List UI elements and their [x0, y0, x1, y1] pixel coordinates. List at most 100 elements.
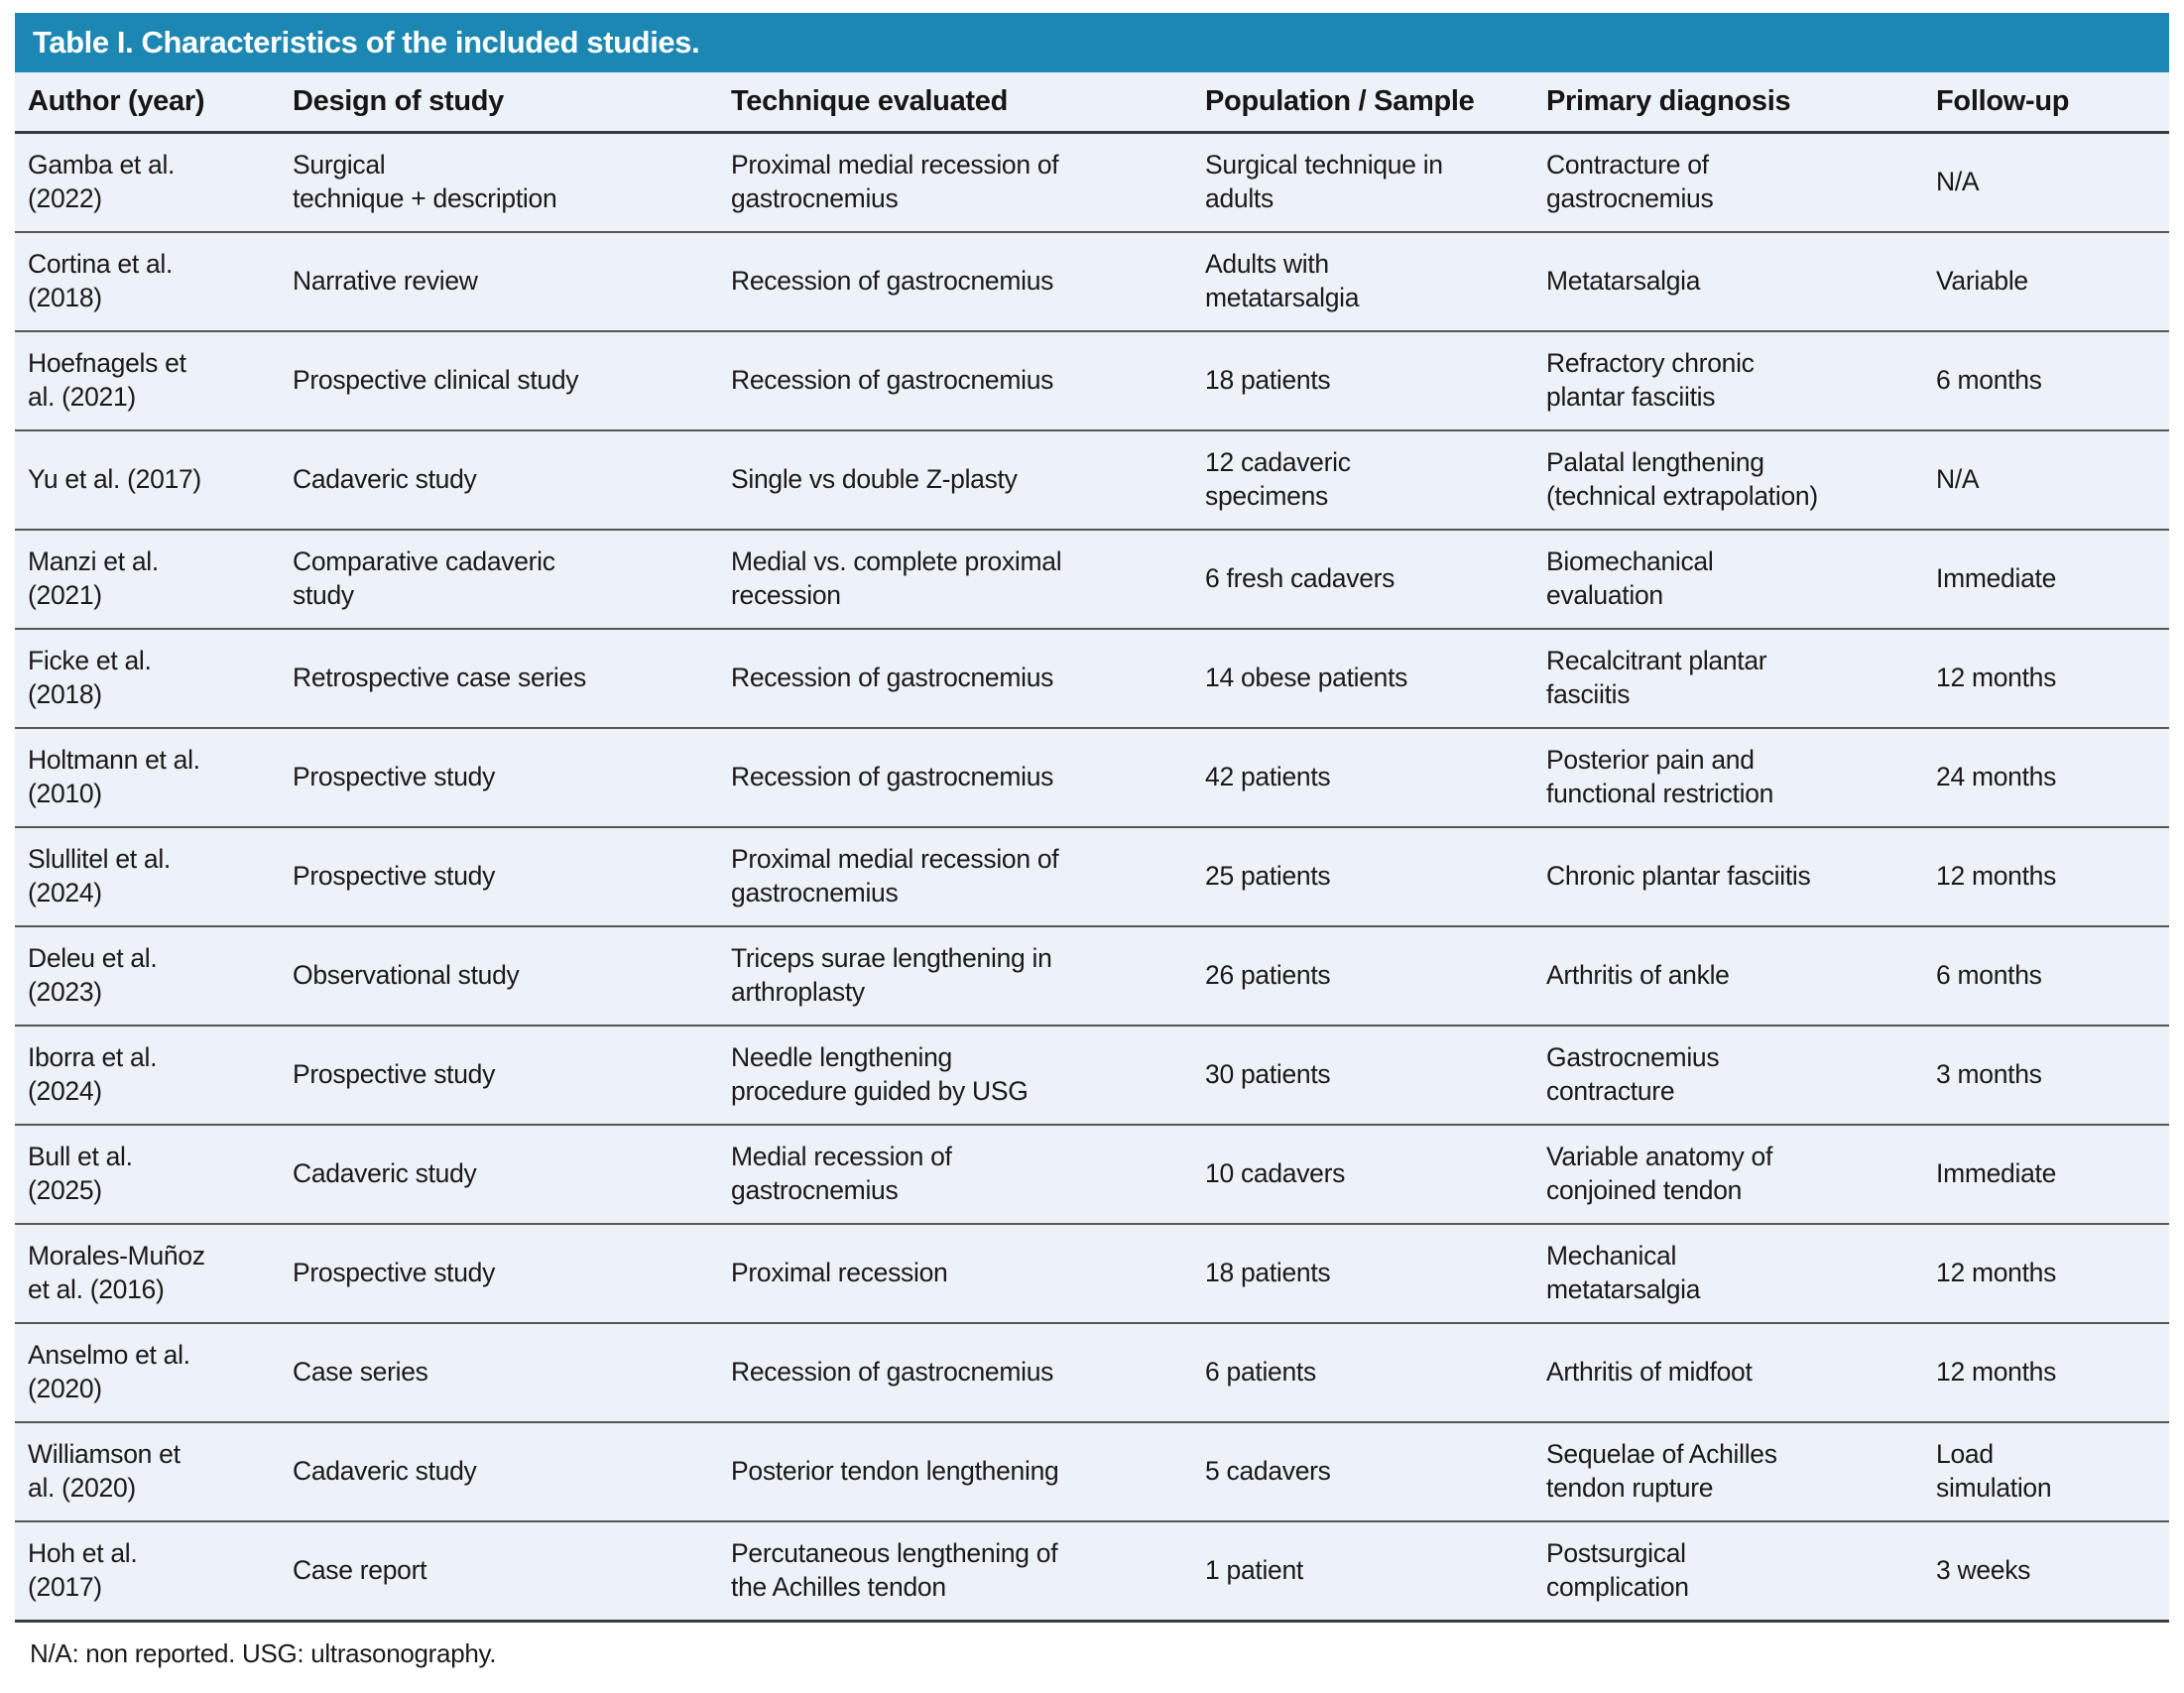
table-cell: 5 cadavers: [1192, 1421, 1533, 1521]
table-cell: Single vs double Z-plasty: [718, 429, 1192, 530]
table-row: Deleu et al. (2023) Observational study Tr…: [15, 925, 2169, 1026]
table-cell: Surgical technique in adults: [1205, 150, 1443, 213]
table-cell: Williamson et al. (2020): [15, 1421, 280, 1521]
studies-table-container: Table I. Characteristics of the included…: [15, 13, 2169, 1669]
table-cell: Percutaneous lengthening of the Achilles…: [718, 1520, 1192, 1622]
table-cell: 3 weeks: [1923, 1520, 2169, 1622]
table-cell: Cadaveric study: [280, 1421, 718, 1521]
table-row: Bull et al. (2025) Cadaveric study Medial …: [15, 1124, 2169, 1224]
table-row: Slullitel et al. (2024) Prospective study…: [15, 826, 2169, 926]
table-cell: Recession of gastrocnemius: [718, 628, 1192, 728]
table-cell: 12 months: [1923, 1322, 2169, 1422]
table-cell: Narrative review: [280, 231, 718, 331]
table-cell: Recalcitrant plantar fasciitis: [1533, 628, 1923, 728]
table-cell: Proximal medial recession of gastrocnemi…: [731, 150, 1059, 213]
table-body: Gamba et al. (2022) Surgical technique + …: [15, 133, 2169, 1622]
table-cell: Proximal medial recession of gastrocnemi…: [718, 826, 1192, 926]
table-cell: 30 patients: [1192, 1025, 1533, 1125]
table-cell: Case series: [280, 1322, 718, 1422]
table-cell: Gastrocnemius contracture: [1533, 1025, 1923, 1125]
table-cell: Sequelae of Achilles tendon rupture: [1533, 1421, 1923, 1521]
table-cell: 10 cadavers: [1192, 1124, 1533, 1224]
table-cell: Case report: [280, 1520, 718, 1622]
table-cell: 3 months: [1923, 1025, 2169, 1125]
table-cell: Cadaveric study: [280, 429, 718, 530]
table-row: Morales-Muñoz et al. (2016) Prospective s…: [15, 1223, 2169, 1323]
table-cell: Prospective clinical study: [280, 330, 718, 430]
table-cell: 12 months: [1923, 1223, 2169, 1323]
table-cell: Arthritis of midfoot: [1533, 1322, 1923, 1422]
table-row: Iborra et al. (2024) Prospective study Nee…: [15, 1025, 2169, 1125]
table-cell: Hoefnagels et al. (2021): [15, 330, 280, 430]
table-cell: Variable: [1923, 231, 2169, 331]
table-head: Author (year) Design of study Technique ev…: [15, 72, 2169, 134]
studies-table: Author (year) Design of study Technique ev…: [15, 72, 2169, 1623]
table-cell: Gamba et al. (2022): [28, 150, 176, 213]
table-title: Table I. Characteristics of the included…: [33, 25, 700, 60]
table-cell: Cortina et al. (2018): [15, 231, 280, 331]
table-cell: Medial vs. complete proximal recession: [718, 529, 1192, 629]
table-cell: N/A: [1923, 429, 2169, 530]
table-cell: 6 months: [1923, 330, 2169, 430]
table-cell: 14 obese patients: [1192, 628, 1533, 728]
table-cell: 24 months: [1923, 727, 2169, 827]
table-cell: Anselmo et al. (2020): [15, 1322, 280, 1422]
table-cell: Slullitel et al. (2024): [15, 826, 280, 926]
table-cell: Hoh et al. (2017): [15, 1520, 280, 1622]
table-cell: Recession of gastrocnemius: [718, 1322, 1192, 1422]
table-cell: Proximal recession: [718, 1223, 1192, 1323]
table-title-bar: Table I. Characteristics of the included…: [15, 13, 2169, 72]
table-cell: Prospective study: [280, 826, 718, 926]
table-cell: Manzi et al. (2021): [15, 529, 280, 629]
column-header: Population / Sample: [1192, 72, 1533, 134]
table-cell: Comparative cadaveric study: [280, 529, 718, 629]
table-cell: 26 patients: [1192, 925, 1533, 1026]
table-cell: Recession of gastrocnemius: [718, 231, 1192, 331]
table-cell: Bull et al. (2025): [15, 1124, 280, 1224]
table-row: Hoefnagels et al. (2021) Prospective clin…: [15, 330, 2169, 430]
table-row: Anselmo et al. (2020) Case series Recessio…: [15, 1322, 2169, 1422]
table-cell: Yu et al. (2017): [15, 429, 280, 530]
table-cell: Prospective study: [280, 727, 718, 827]
table-cell: 6 patients: [1192, 1322, 1533, 1422]
table-cell: Recession of gastrocnemius: [718, 330, 1192, 430]
table-cell: Iborra et al. (2024): [15, 1025, 280, 1125]
column-header: Author (year): [15, 72, 280, 134]
table-cell: 18 patients: [1192, 1223, 1533, 1323]
table-cell: Contracture of gastrocnemius: [1546, 150, 1714, 213]
column-header: Technique evaluated: [718, 72, 1192, 134]
column-header: Primary diagnosis: [1533, 72, 1923, 134]
table-cell: Adults with metatarsalgia: [1192, 231, 1533, 331]
table-cell: Triceps surae lengthening in arthroplast…: [718, 925, 1192, 1026]
table-cell: Deleu et al. (2023): [15, 925, 280, 1026]
table-cell: Load simulation: [1923, 1421, 2169, 1521]
table-cell: Surgical technique + description: [293, 150, 557, 213]
table-header-row: Author (year) Design of study Technique ev…: [15, 72, 2169, 134]
table-cell: 12 months: [1923, 628, 2169, 728]
table-cell: Needle lengthening procedure guided by U…: [718, 1025, 1192, 1125]
table-row: Ficke et al. (2018) Retrospective case se…: [15, 628, 2169, 728]
table-cell: Holtmann et al. (2010): [15, 727, 280, 827]
table-cell: 12 cadaveric specimens: [1192, 429, 1533, 530]
table-cell: Observational study: [280, 925, 718, 1026]
table-cell: Cadaveric study: [280, 1124, 718, 1224]
table-cell: Palatal lengthening (technical extrapola…: [1533, 429, 1923, 530]
table-row: Cortina et al. (2018) Narrative review Rec…: [15, 231, 2169, 331]
table-row: Holtmann et al. (2010) Prospective study R…: [15, 727, 2169, 827]
table-cell: Prospective study: [280, 1223, 718, 1323]
column-header: Design of study: [280, 72, 718, 134]
table-cell: Metatarsalgia: [1533, 231, 1923, 331]
table-cell: Medial recession of gastrocnemius: [718, 1124, 1192, 1224]
table-footnote: N/A: non reported. USG: ultrasonography.: [30, 1638, 497, 1668]
table-cell: Mechanical metatarsalgia: [1533, 1223, 1923, 1323]
table-cell: Refractory chronic plantar fasciitis: [1533, 330, 1923, 430]
table-cell: 6 fresh cadavers: [1192, 529, 1533, 629]
table-row: Williamson et al. (2020) Cadaveric study P…: [15, 1421, 2169, 1521]
table-cell: 6 months: [1923, 925, 2169, 1026]
table-cell: Immediate: [1923, 529, 2169, 629]
table-cell: Postsurgical complication: [1533, 1520, 1923, 1622]
table-cell: Morales-Muñoz et al. (2016): [15, 1223, 280, 1323]
table-cell: Posterior tendon lengthening: [718, 1421, 1192, 1521]
table-row: Manzi et al. (2021) Comparative cadaveric…: [15, 529, 2169, 629]
